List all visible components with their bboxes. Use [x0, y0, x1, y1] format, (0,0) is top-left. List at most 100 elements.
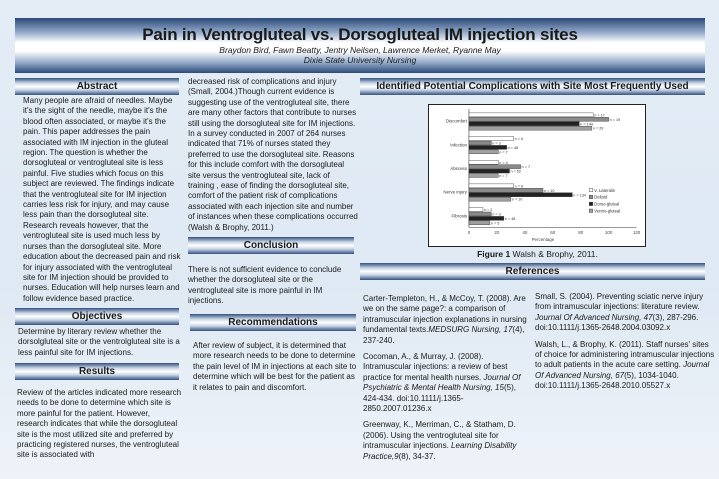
conclusion-text: There is not sufficient evidence to conc…	[188, 265, 342, 306]
bar-dorso-gluteal	[468, 192, 573, 197]
category-label: Fibrosis	[452, 213, 468, 218]
bar-dorso-gluteal	[468, 168, 510, 174]
recommendations-heading: Recommendations	[190, 314, 356, 331]
bar-n-label: n = 17	[594, 113, 605, 117]
bar-n-label: n = 134	[573, 193, 586, 197]
objectives-text: Determine by literary review whether the…	[18, 327, 180, 357]
x-tick-label: 100	[605, 230, 613, 235]
bar-ventro-gluteal	[468, 149, 499, 155]
x-tick-label: 40	[522, 230, 527, 235]
category-label: Abscess	[450, 166, 468, 171]
bar-v-lateralis	[468, 160, 499, 165]
reference-it: Journal Of Advanced Nursing, 67	[535, 360, 710, 380]
bar-n-label: n = 10	[544, 189, 555, 193]
reference-it: Journal Of Advanced Nursing, 47	[535, 312, 653, 322]
x-tick-label: 80	[578, 230, 583, 235]
bar-n-label: n = 19	[610, 118, 621, 122]
bar-n-label: n = 7	[522, 165, 530, 169]
references-heading: References	[360, 263, 705, 280]
bar-dorso-gluteal	[468, 145, 507, 150]
reference-it: Journal Of Psychiatric & Mental Health N…	[363, 372, 521, 393]
x-tick-label: 20	[494, 230, 499, 235]
bar-n-label: n = 48	[508, 146, 519, 150]
category-label: Discomfort	[446, 119, 468, 124]
bar-ventro-gluteal	[468, 173, 499, 178]
reference-pre: Carter-Templeton, H., & McCoy, T. (2008)…	[363, 294, 527, 335]
bar-n-label: n = 7	[499, 150, 507, 154]
legend-swatch	[589, 201, 593, 206]
legend-swatch	[589, 208, 593, 213]
x-tick-label: 120	[633, 230, 641, 235]
bar-v-lateralis	[468, 207, 484, 212]
bar-deltoid	[468, 211, 492, 217]
references-col-1: Carter-Templeton, H., & McCoy, T. (2008)…	[363, 294, 528, 468]
reference-post: (3), 287-296. doi:10.1111/j.1365-2648.20…	[535, 312, 699, 333]
reference-post: (5), 424-434. doi:10.1111/j.1365-2850.20…	[363, 383, 516, 414]
reference-it: MEDSURG Nursing, 17	[428, 325, 513, 335]
reference-post: (8), 34-37.	[398, 451, 436, 461]
reference-item: Greenway, K., Merriman, C., & Statham, D…	[363, 420, 528, 462]
reference-post: (4), 237-240.	[363, 325, 525, 345]
bar-ventro-gluteal	[468, 126, 593, 131]
legend-label: Dorso-gluteal	[594, 202, 619, 207]
bar-n-label: n = 29	[593, 127, 604, 131]
bar-ventro-gluteal	[468, 220, 491, 225]
reference-pre: Cocoman, A., & Murray, J. (2008). Intram…	[363, 352, 508, 382]
figure-caption: Figure 1 Walsh & Brophy, 2011.	[430, 249, 645, 259]
bar-n-label: n = 6	[515, 184, 523, 188]
bar-n-label: n = 4	[499, 161, 507, 165]
reference-item: Carter-Templeton, H., & McCoy, T. (2008)…	[363, 294, 528, 346]
reference-post: (5), 1034-1040. doi:10.1111/j.1365-2648.…	[535, 370, 679, 391]
bar-n-label: n = 7	[499, 174, 507, 178]
results-heading: Results	[15, 363, 179, 380]
bar-n-label: n = 144	[580, 122, 593, 126]
x-tick-label: 60	[550, 230, 555, 235]
bar-deltoid	[468, 164, 521, 169]
legend-label: Ventro-gluteal	[594, 208, 620, 213]
bar-deltoid	[468, 188, 544, 193]
legend-label: Deltoid	[594, 195, 608, 200]
reference-it: Learning Disability Practice,9	[363, 441, 517, 461]
x-tick-label: 0	[468, 230, 471, 235]
bar-n-label: n = 52	[510, 170, 521, 174]
abstract-heading: Abstract	[15, 78, 179, 95]
results-text: Review of the articles indicated more re…	[17, 388, 182, 460]
authors: Braydon Bird, Fawn Beatty, Jentry Neilse…	[219, 45, 501, 55]
bar-deltoid	[468, 117, 609, 122]
conclusion-heading: Conclusion	[188, 237, 354, 254]
bar-n-label: n = 6	[515, 137, 523, 141]
legend-swatch	[589, 195, 593, 199]
bar-n-label: n = 10	[512, 198, 523, 202]
legend-label: V. Lateralis	[594, 188, 615, 193]
reference-pre: Greenway, K., Merriman, C., & Statham, D…	[363, 420, 516, 451]
category-label: Nerve injury	[443, 190, 467, 195]
references-col-2: Small, S. (2004). Preventing sciatic ner…	[535, 292, 715, 398]
reference-item: Small, S. (2004). Preventing sciatic ner…	[535, 292, 715, 334]
complications-chart: 0 20 40 60 80 100 120 Percentage Discomfort n = 1…	[428, 104, 646, 247]
bar-dorso-gluteal	[468, 216, 505, 221]
bar-n-label: n = 2	[484, 208, 492, 212]
bar-dorso-gluteal	[468, 121, 580, 126]
x-axis-label: Percentage	[532, 237, 555, 242]
abstract-text: Many people are afraid of needles. Maybe…	[23, 96, 181, 303]
institution: Dixie State University Nursing	[303, 55, 417, 65]
results-text-continued: decreased risk of complications and inju…	[188, 77, 358, 232]
poster-title: Pain in Ventrogluteal vs. Dorsogluteal I…	[142, 25, 578, 44]
figure-source: Walsh & Brophy, 2011.	[510, 249, 598, 259]
bar-n-label: n = 48	[505, 217, 516, 221]
bar-v-lateralis	[468, 136, 514, 141]
figure-heading: Identified Potential Complications with …	[360, 78, 705, 95]
objectives-heading: Objectives	[15, 308, 179, 325]
reference-pre: Small, S. (2004). Preventing sciatic ner…	[535, 292, 704, 312]
bar-deltoid	[468, 140, 492, 146]
bar-ventro-gluteal	[468, 196, 512, 202]
bar-v-lateralis	[468, 183, 514, 189]
legend-swatch	[589, 188, 593, 192]
figure-label: Figure 1	[477, 249, 511, 259]
reference-item: Walsh, L., & Brophy, K. (2011). Staff nu…	[535, 340, 715, 392]
recommendations-text: After review of subject, it is determine…	[193, 341, 357, 392]
reference-item: Cocoman, A., & Murray, J. (2008). Intram…	[363, 352, 528, 414]
title-banner: Pain in Ventrogluteal vs. Dorsogluteal I…	[15, 18, 705, 73]
bar-n-label: n = 3	[492, 213, 500, 217]
bar-v-lateralis	[468, 112, 594, 118]
